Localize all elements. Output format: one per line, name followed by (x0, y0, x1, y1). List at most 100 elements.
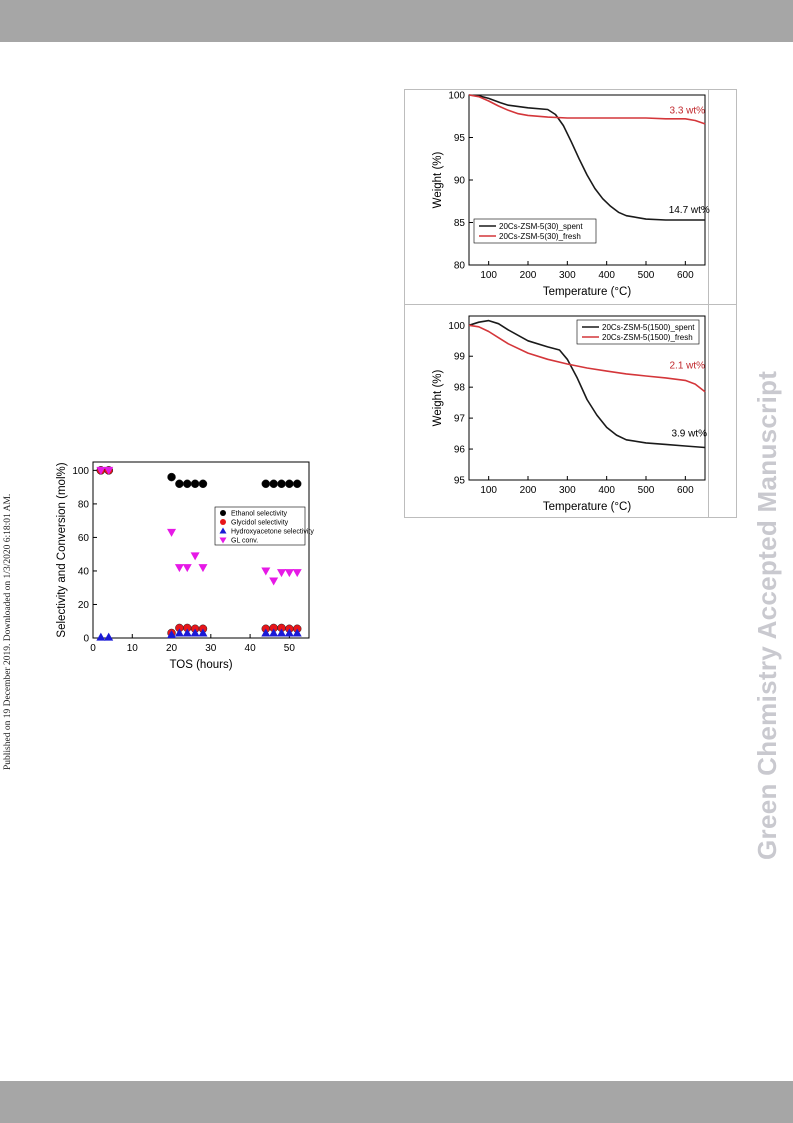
legend-label: GL conv. (231, 538, 258, 545)
x-tick-label: 40 (245, 643, 257, 654)
legend-label: Ethanol selectivity (231, 511, 288, 518)
plot-area: 100 200 300 400 500 600 80 85 90 95 100 Temperature… (432, 91, 710, 299)
legend-label: 20Cs-ZSM-5(1500)_spent (602, 323, 695, 332)
x-tick-label: 100 (480, 270, 497, 281)
x-tick-label: 500 (638, 485, 655, 496)
plot-frame (92, 461, 310, 639)
data-point (167, 472, 176, 482)
y-axis-label: Selectivity and Conversion (mol%) (56, 462, 68, 637)
annotation-label: 3.3 wt% (670, 106, 706, 117)
x-tick-label: 10 (127, 643, 139, 654)
x-tick-label: 100 (480, 485, 497, 496)
y-tick-label: 20 (78, 600, 90, 611)
data-point (269, 577, 279, 586)
tga-chart-1500: 100 200 300 400 500 600 95 96 97 98 99 100 Temperatu… (432, 315, 707, 513)
y-axis-label: Weight (%) (432, 152, 444, 209)
x-tick-label: 600 (677, 270, 694, 281)
series-line (468, 94, 706, 125)
data-point (183, 479, 192, 489)
y-tick-label: 60 (78, 533, 90, 544)
data-point (284, 628, 294, 637)
data-point (285, 479, 294, 489)
legend-box (473, 218, 597, 244)
tga-chart-30: 100 200 300 400 500 600 80 85 90 95 100 Temperature… (432, 91, 710, 299)
data-point (284, 569, 294, 578)
y-axis-label: Weight (%) (432, 370, 444, 427)
y-tick-label: 100 (448, 321, 465, 332)
y-tick-label: 80 (454, 261, 466, 272)
data-point (277, 569, 287, 578)
y-tick-label: 85 (454, 218, 466, 229)
series-line (468, 324, 706, 393)
x-axis-label: TOS (hours) (169, 659, 232, 671)
data-point (198, 628, 208, 637)
table-divider-horizontal (404, 304, 737, 305)
data-point (292, 628, 302, 637)
data-point (182, 628, 192, 637)
figure-table (404, 89, 737, 518)
x-tick-label: 600 (677, 485, 694, 496)
plot-area: 100 200 300 400 500 600 95 96 97 98 99 100 Temperatu… (432, 315, 707, 513)
data-point (261, 567, 271, 576)
annotation-label: 2.1 wt% (670, 361, 706, 372)
x-tick-label: 400 (598, 270, 615, 281)
data-point (261, 479, 271, 489)
publication-note: Published on 19 December 2019. Downloade… (3, 493, 13, 770)
data-point (277, 479, 286, 489)
y-tick-label: 100 (72, 466, 89, 477)
x-tick-label: 20 (166, 643, 178, 654)
legend-box (576, 319, 700, 345)
y-tick-label: 90 (454, 176, 466, 187)
data-point (190, 479, 200, 489)
table-divider-vertical (708, 89, 709, 518)
data-point (104, 632, 114, 641)
x-tick-label: 0 (90, 643, 96, 654)
series-line (468, 319, 706, 449)
bottom-banner (0, 1081, 793, 1123)
y-tick-label: 100 (448, 91, 465, 102)
legend-label: 20Cs-ZSM-5(30)_spent (499, 222, 583, 231)
plot-frame (468, 315, 706, 481)
data-point (104, 466, 114, 475)
y-tick-label: 96 (454, 445, 466, 456)
legend-marker (219, 527, 227, 534)
x-tick-label: 300 (559, 485, 576, 496)
x-tick-label: 300 (559, 270, 576, 281)
data-point (174, 564, 184, 573)
annotation-label: 3.9 wt% (671, 429, 707, 440)
y-tick-label: 99 (454, 352, 466, 363)
data-point (292, 479, 302, 489)
data-point (167, 630, 177, 639)
y-tick-label: 40 (78, 566, 90, 577)
data-point (182, 564, 192, 573)
top-banner (0, 0, 793, 42)
x-axis-label: Temperature (°C) (543, 286, 631, 298)
data-point (261, 628, 271, 637)
x-tick-label: 50 (284, 643, 296, 654)
data-point (96, 632, 106, 641)
data-point (174, 628, 184, 637)
y-tick-label: 95 (454, 133, 466, 144)
tos-scatter-chart: 0 10 20 30 40 50 0 20 40 60 80 100 TOS (hours) Select… (56, 461, 314, 671)
legend-marker (219, 537, 227, 544)
data-point (292, 569, 302, 578)
legend-label: 20Cs-ZSM-5(1500)_fresh (602, 333, 693, 342)
data-point (96, 466, 106, 475)
x-tick-label: 200 (520, 485, 537, 496)
journal-watermark: Green Chemistry Accepted Manuscript (752, 370, 782, 860)
legend-label: Glycidol selectivity (231, 520, 289, 527)
data-point (190, 552, 200, 561)
data-point (190, 628, 200, 637)
legend-label: Hydroxyacetone selectivity (231, 529, 314, 536)
x-tick-label: 30 (205, 643, 217, 654)
legend-marker (220, 510, 226, 516)
series-line (468, 94, 705, 221)
x-axis-label: Temperature (°C) (543, 501, 631, 513)
x-tick-label: 400 (598, 485, 615, 496)
y-tick-label: 98 (454, 383, 466, 394)
x-tick-label: 200 (520, 270, 537, 281)
y-tick-label: 95 (454, 476, 466, 487)
data-point (198, 564, 208, 573)
data-point (198, 479, 208, 489)
data-point (167, 528, 177, 537)
